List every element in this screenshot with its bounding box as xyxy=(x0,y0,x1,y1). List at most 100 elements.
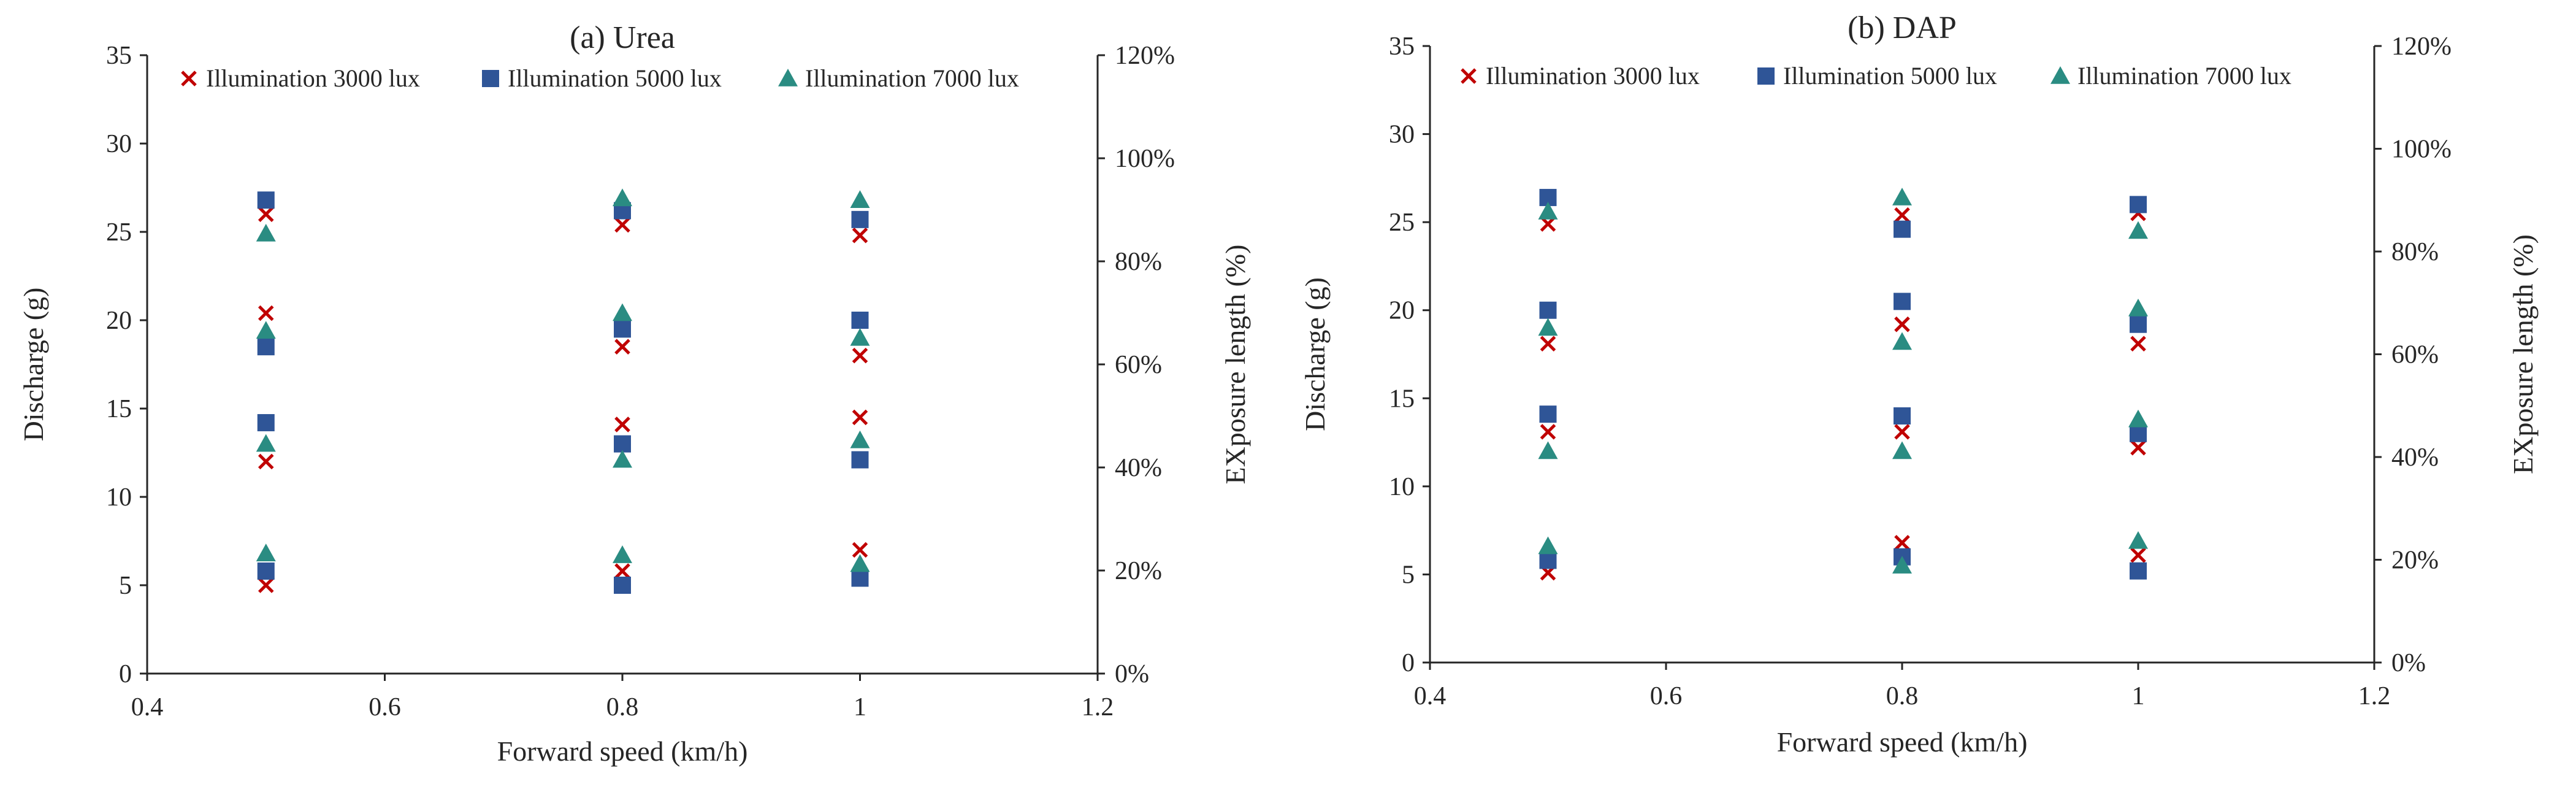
y-tick-label: 20 xyxy=(106,307,132,335)
data-point-stroke-b xyxy=(2130,336,2146,352)
x-axis-title: Forward speed (km/h) xyxy=(497,736,748,767)
data-point xyxy=(257,338,275,356)
data-point xyxy=(1540,336,1556,352)
data-point xyxy=(258,577,274,593)
y2-tick-label: 20% xyxy=(2391,547,2439,575)
x-tick-label: 0.8 xyxy=(606,693,639,721)
x-tick-label: 0.4 xyxy=(1414,682,1447,710)
data-point xyxy=(256,544,276,561)
data-point xyxy=(256,321,276,339)
data-point xyxy=(851,451,869,469)
data-point xyxy=(1538,318,1558,336)
data-point xyxy=(258,206,274,222)
x-tick-label: 1.2 xyxy=(2358,682,2391,710)
data-point-stroke-b xyxy=(1894,534,1910,551)
data-point xyxy=(852,227,868,244)
legend-marker xyxy=(2050,66,2070,84)
y-tick-label: 20 xyxy=(1389,297,1415,325)
data-point xyxy=(2130,439,2146,456)
legend: Illumination 3000 lux Illumination 5000 l… xyxy=(1461,62,2291,90)
data-point-stroke-b xyxy=(614,217,630,233)
data-point xyxy=(257,414,275,432)
data-point xyxy=(1539,551,1557,569)
data-point xyxy=(614,577,631,594)
data-point xyxy=(1892,187,1912,206)
y2-axis-title: EXposure length (%) xyxy=(2507,234,2539,474)
data-point xyxy=(850,190,870,208)
data-point-stroke-b xyxy=(1540,336,1556,352)
data-point xyxy=(2130,315,2147,333)
legend-marker xyxy=(1461,68,1477,84)
data-point xyxy=(852,347,868,364)
data-point-stroke-b xyxy=(852,347,868,364)
data-point xyxy=(258,453,274,470)
y2-axis-title: EXposure length (%) xyxy=(1220,245,1251,485)
legend-marker xyxy=(1757,67,1775,85)
data-point xyxy=(851,312,869,329)
series-s7000 xyxy=(256,188,870,572)
y-tick-label: 15 xyxy=(106,395,132,423)
data-point-stroke-b xyxy=(1894,424,1910,440)
data-point xyxy=(2130,336,2146,352)
data-point-stroke-b xyxy=(1894,207,1910,223)
data-point xyxy=(613,545,632,563)
y2-tick-label: 0% xyxy=(2391,649,2426,677)
data-point xyxy=(614,217,630,233)
y-tick-label: 30 xyxy=(106,130,132,158)
data-point-stroke-b xyxy=(258,206,274,222)
data-point xyxy=(1894,424,1910,440)
data-point xyxy=(257,562,275,580)
legend-label: Illumination 3000 lux xyxy=(1486,62,1700,90)
data-point xyxy=(1894,220,1911,238)
y2-tick-label: 40% xyxy=(1115,454,1162,482)
data-point xyxy=(614,563,630,579)
data-point xyxy=(257,191,275,209)
data-point xyxy=(1894,316,1910,332)
data-point xyxy=(1894,293,1911,310)
data-point-stroke-b xyxy=(258,577,274,593)
data-point xyxy=(1894,407,1911,425)
data-point xyxy=(2128,298,2148,317)
y-tick-label: 15 xyxy=(1389,385,1415,413)
data-point xyxy=(2128,221,2148,239)
data-point xyxy=(2128,531,2148,549)
y-tick-label: 5 xyxy=(1402,561,1415,589)
data-point-stroke-b xyxy=(614,417,630,432)
data-point-stroke-b xyxy=(1540,424,1556,440)
data-point xyxy=(1539,301,1557,319)
data-point xyxy=(1892,332,1912,350)
data-point xyxy=(2130,562,2147,580)
data-point-stroke-b xyxy=(852,227,868,244)
data-point xyxy=(2128,409,2148,428)
data-point xyxy=(613,188,632,207)
x-tick-label: 1.2 xyxy=(1082,693,1114,721)
data-point xyxy=(2130,196,2147,213)
data-point xyxy=(1892,441,1912,459)
y2-tick-label: 120% xyxy=(1115,42,1175,70)
data-point xyxy=(256,434,276,452)
y-tick-label: 5 xyxy=(119,572,132,600)
data-point xyxy=(613,303,632,321)
legend-marker xyxy=(778,69,798,86)
data-point-stroke-b xyxy=(614,563,630,579)
y-axis-title: Discharge (g) xyxy=(1299,277,1331,431)
chart-title: (b) DAP xyxy=(1848,10,1957,45)
data-point xyxy=(1894,207,1910,223)
data-point-stroke-b xyxy=(852,542,868,558)
data-point xyxy=(614,435,631,453)
y-tick-label: 10 xyxy=(106,483,132,512)
y-tick-label: 0 xyxy=(119,660,132,688)
legend-marker-stroke-b xyxy=(181,71,197,86)
legend-marker-stroke-b xyxy=(1461,68,1477,84)
data-point xyxy=(852,542,868,558)
y2-tick-label: 40% xyxy=(2391,444,2439,472)
y-tick-label: 35 xyxy=(106,42,132,70)
data-point-stroke-b xyxy=(2130,439,2146,456)
data-point xyxy=(1540,424,1556,440)
y-tick-label: 0 xyxy=(1402,649,1415,677)
legend-marker xyxy=(181,71,197,86)
legend-marker xyxy=(482,70,499,87)
legend-label: Illumination 7000 lux xyxy=(805,64,1019,92)
data-point-stroke-b xyxy=(614,339,630,355)
